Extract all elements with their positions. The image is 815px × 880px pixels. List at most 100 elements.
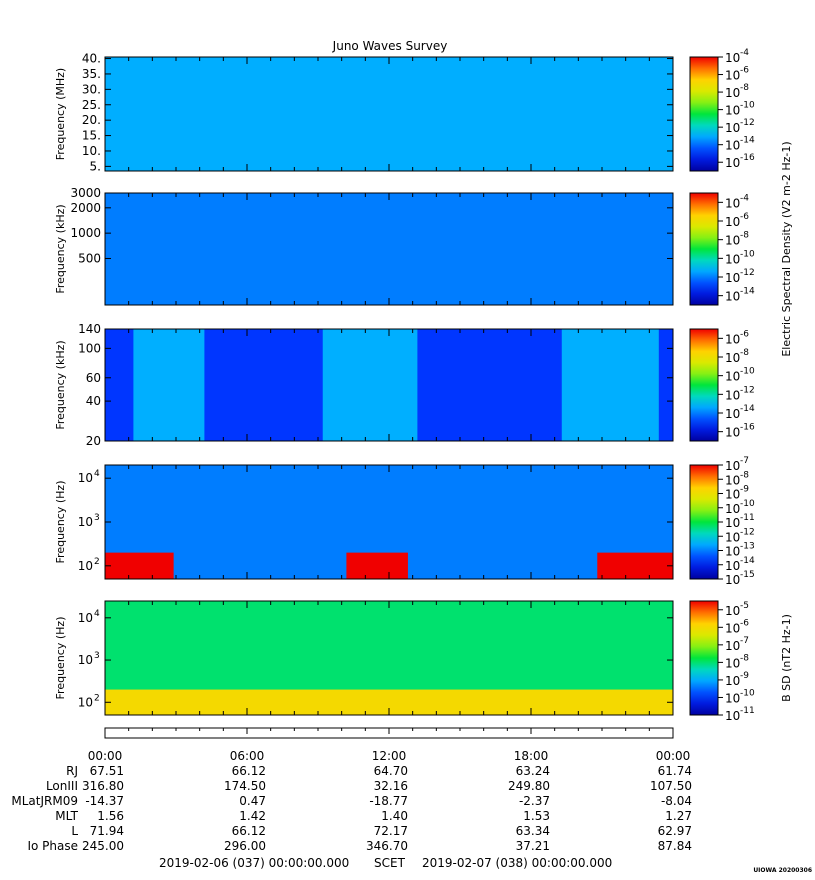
colorbar	[689, 328, 719, 442]
colorbar-tick-label: 10	[725, 604, 740, 618]
colorbar-tick-exponent: -8	[740, 231, 749, 241]
ephemeris-value: 346.70	[366, 839, 408, 853]
ephemeris-value: -8.04	[661, 794, 692, 808]
ephemeris-value: 1.53	[523, 809, 550, 823]
ephemeris-value: 245.00	[82, 839, 124, 853]
y-tick-label: 5.	[90, 159, 101, 173]
colorbar-tick-label: 10	[725, 215, 740, 229]
colorbar-tick-label: 10	[725, 51, 740, 65]
y-tick-label: 10	[78, 515, 93, 529]
ephemeris-value: 66.12	[232, 824, 266, 838]
colorbar-tick-label: 10	[725, 139, 740, 153]
colorbar-tick-label: 10	[725, 86, 740, 100]
colorbar-tick-exponent: -10	[740, 101, 755, 111]
y-tick-label: 500	[78, 251, 101, 265]
colorbar-tick-label: 10	[725, 290, 740, 304]
colorbar	[689, 56, 719, 172]
colorbar-tick-label: 10	[725, 407, 740, 421]
feature-intense-low-frequency-emission	[346, 552, 408, 579]
y-tick-label: 2000	[70, 201, 101, 215]
y-tick-label: 30.	[82, 82, 101, 96]
y-tick-label: 10	[78, 559, 93, 573]
ephemeris-value: 37.21	[516, 839, 550, 853]
y-tick-exponent: 4	[94, 609, 100, 619]
time-axis: 00:00 06:00 12:00 18:00 00:00	[88, 727, 691, 763]
colorbar-tick-label: 10	[725, 621, 740, 635]
feature-intense-low-frequency-emission	[105, 552, 174, 579]
colorbar-tick-label: 10	[725, 388, 740, 402]
colorbar-tick-exponent: -14	[740, 404, 755, 414]
colorbar-tick-exponent: -12	[740, 385, 755, 395]
y-tick-label: 3000	[70, 186, 101, 200]
ephemeris-value: 71.94	[90, 824, 124, 838]
y-tick-label: 25.	[82, 98, 101, 112]
panel-1: 5.10.15. 20.25. 30.35.40. Frequency (MHz) 10…	[54, 48, 755, 173]
time-tick-label: 06:00	[230, 749, 265, 763]
colorbar-tick-exponent: -6	[740, 212, 749, 222]
ephemeris-row-label: L	[71, 824, 78, 838]
ephemeris-value: 63.24	[516, 764, 550, 778]
colorbar-tick-exponent: -14	[740, 556, 755, 566]
colorbar-tick-exponent: -16	[740, 153, 755, 163]
feature-background	[105, 57, 673, 171]
ephemeris-value: 67.51	[90, 764, 124, 778]
spectrogram-image	[105, 465, 673, 579]
y-axis-title: Frequency (Hz)	[54, 481, 67, 564]
colorbar-tick-exponent: -6	[740, 329, 749, 339]
colorbar-tick-label: 10	[725, 639, 740, 653]
ephemeris-value: 87.84	[658, 839, 692, 853]
colorbar-tick-label: 10	[725, 559, 740, 573]
spectrogram-image	[105, 193, 673, 305]
start-time: 2019-02-06 (037) 00:00:00.000	[159, 856, 349, 870]
colorbar-tick-exponent: -14	[740, 136, 755, 146]
ephemeris-value: 1.56	[97, 809, 124, 823]
colorbar-tick-exponent: -4	[740, 48, 749, 58]
colorbar-tick-label: 10	[725, 370, 740, 384]
colorbar-tick-label: 10	[725, 196, 740, 210]
feature-intense-low-frequency-emission	[597, 552, 673, 579]
colorbar-tick-label: 10	[725, 530, 740, 544]
colorbar-tick-label: 10	[725, 332, 740, 346]
ephemeris-value: 1.42	[239, 809, 266, 823]
ephemeris-value: 107.50	[650, 779, 692, 793]
credit-label: UIOWA 20200306	[753, 867, 812, 874]
ephemeris-value: 1.40	[381, 809, 408, 823]
figure-title: Juno Waves Survey	[332, 39, 448, 53]
y-axis-title: Frequency (kHz)	[54, 204, 67, 293]
colorbar-tick-exponent: -12	[740, 118, 755, 128]
y-axis-title: Frequency (kHz)	[54, 340, 67, 429]
ephemeris-value: -18.77	[369, 794, 408, 808]
time-tick-label: 18:00	[514, 749, 549, 763]
feature-background	[105, 193, 673, 305]
colorbar-tick-exponent: -7	[740, 636, 749, 646]
y-tick-exponent: 3	[94, 651, 100, 661]
ephemeris-value: 0.47	[239, 794, 266, 808]
y-tick-label: 15.	[82, 129, 101, 143]
ephemeris-value: 174.50	[224, 779, 266, 793]
colorbar-tick-label: 10	[725, 656, 740, 670]
y-axis-title: Frequency (Hz)	[54, 617, 67, 700]
y-tick-label: 10	[78, 471, 93, 485]
colorbar-tick-exponent: -9	[740, 671, 749, 681]
feature-burst	[133, 329, 205, 441]
colorbar-tick-label: 10	[725, 351, 740, 365]
colorbar-tick-exponent: -10	[740, 688, 755, 698]
y-tick-exponent: 2	[94, 693, 100, 703]
time-tick-label: 00:00	[656, 749, 691, 763]
colorbar-tick-label: 10	[725, 545, 740, 559]
colorbar-tick-exponent: -14	[740, 287, 755, 297]
ephemeris-value: 32.16	[374, 779, 408, 793]
y-tick-exponent: 4	[94, 469, 100, 479]
colorbar-tick-label: 10	[725, 709, 740, 723]
end-time: 2019-02-07 (038) 00:00:00.000	[422, 856, 612, 870]
colorbar-tick-exponent: -4	[740, 193, 749, 203]
colorbar-tick-label: 10	[725, 459, 740, 473]
feature-burst	[561, 329, 659, 441]
colorbar-tick-label: 10	[725, 69, 740, 83]
y-tick-label: 140	[78, 322, 101, 336]
colorbar-tick-exponent: -10	[740, 249, 755, 259]
colorbar-tick-label: 10	[725, 691, 740, 705]
